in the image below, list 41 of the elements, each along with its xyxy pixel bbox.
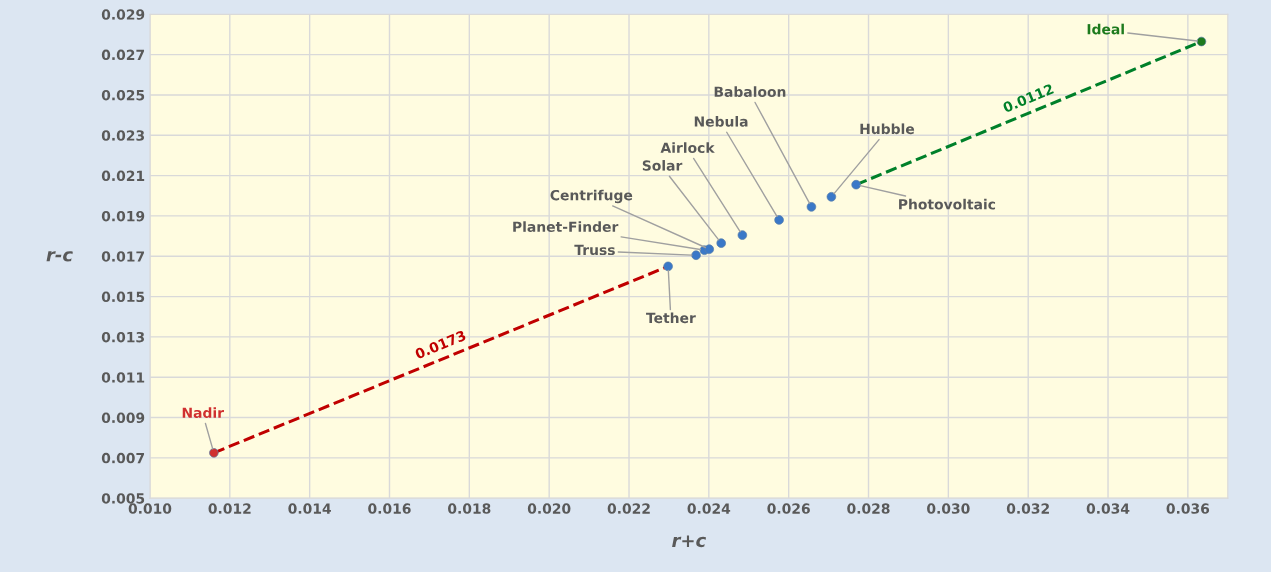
x-tick-label: 0.018 <box>448 503 491 514</box>
annotation: Centrifuge <box>550 189 633 204</box>
x-tick-label: 0.014 <box>288 503 331 514</box>
y-tick-label: 0.021 <box>101 170 145 182</box>
x-tick-label: 0.026 <box>767 503 810 514</box>
y-tick-label: 0.017 <box>101 251 145 262</box>
x-tick-label: 0.022 <box>607 503 650 514</box>
y-tick-label: 0.009 <box>101 412 145 424</box>
x-tick-label: 0.032 <box>1006 503 1049 514</box>
x-tick-label: 0.020 <box>527 503 571 514</box>
y-tick-label: 0.007 <box>101 452 145 464</box>
x-tick-label: 0.036 <box>1166 503 1210 514</box>
y-tick-label: 0.005 <box>101 493 145 504</box>
x-tick-label: 0.010 <box>128 503 172 514</box>
y-tick-label: 0.027 <box>101 49 145 61</box>
x-tick-label: 0.016 <box>368 503 411 514</box>
y-tick-label: 0.019 <box>101 210 145 222</box>
y-tick-label: 0.013 <box>101 331 145 343</box>
x-tick-label: 0.024 <box>687 503 731 514</box>
annotation: Ideal <box>1087 23 1124 35</box>
x-tick-label: 0.030 <box>927 503 970 514</box>
annotation: Planet-Finder <box>513 221 619 233</box>
annotation: Truss <box>574 244 615 256</box>
annotation: Tether <box>646 312 696 324</box>
x-tick-label: 0.012 <box>208 503 251 514</box>
y-tick-label: 0.015 <box>101 291 145 303</box>
y-tick-label: 0.023 <box>101 130 145 141</box>
y-axis-title: r-c <box>46 251 73 262</box>
annotation: Babaloon <box>714 86 786 97</box>
annotation: Solar <box>642 160 683 171</box>
y-tick-label: 0.025 <box>101 89 145 101</box>
annotation: Airlock <box>660 142 715 153</box>
x-tick-label: 0.034 <box>1086 503 1130 514</box>
x-axis-title: r+c <box>672 535 707 548</box>
annotation: Photovoltaic <box>899 198 996 210</box>
x-tick-label: 0.028 <box>847 503 890 514</box>
annotation: Hubble <box>860 123 915 135</box>
annotation: Nebula <box>694 116 748 127</box>
annotation: Nadir <box>182 407 224 418</box>
y-tick-label: 0.029 <box>101 9 145 20</box>
y-tick-label: 0.011 <box>101 372 145 383</box>
